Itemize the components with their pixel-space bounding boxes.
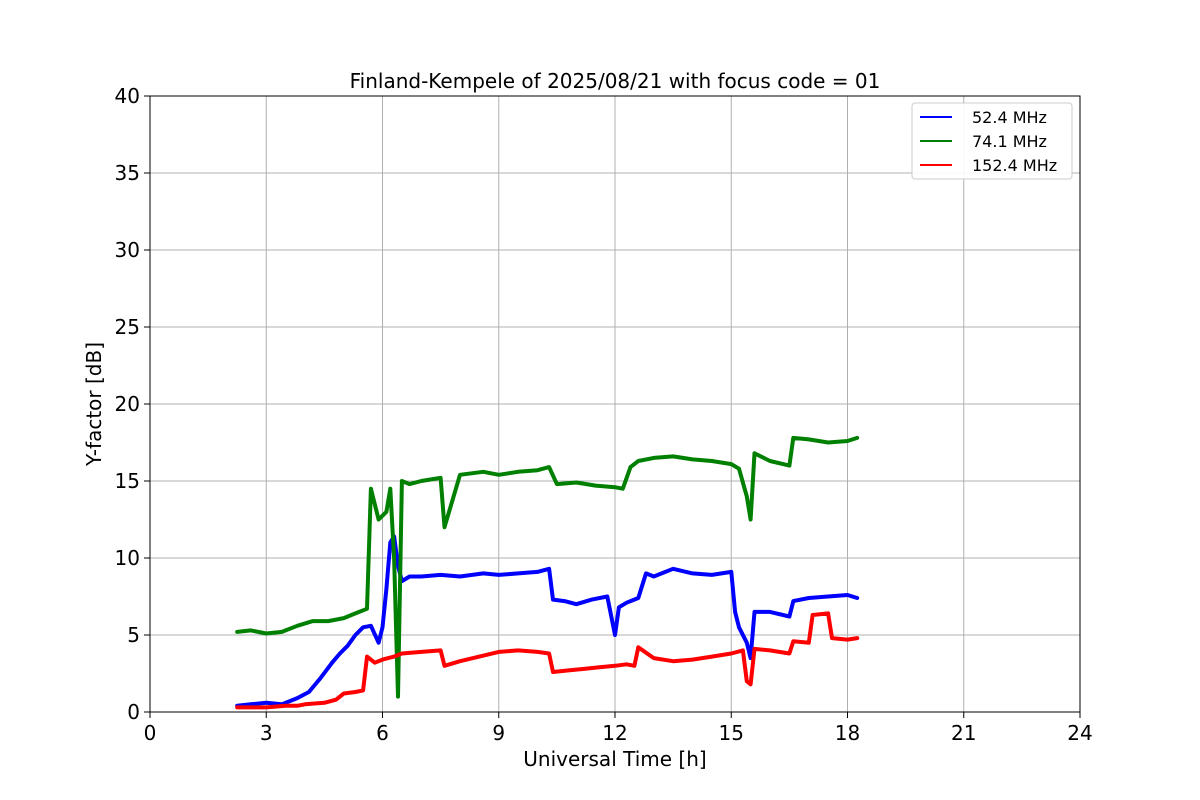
legend: 52.4 MHz 74.1 MHz 152.4 MHz — [911, 102, 1073, 180]
legend-box — [911, 102, 1073, 180]
y-tick-label: 30 — [115, 238, 140, 262]
x-tick-label: 6 — [376, 721, 389, 745]
y-tick-label: 0 — [127, 700, 140, 724]
x-tick-label: 18 — [835, 721, 860, 745]
x-axis-label: Universal Time [h] — [523, 747, 706, 771]
x-tick-label: 0 — [144, 721, 157, 745]
ticks: 0 3 6 9 12 15 18 21 24 0 5 10 15 20 25 30 35 40 — [115, 84, 1093, 745]
y-tick-label: 5 — [127, 623, 140, 647]
x-tick-label: 24 — [1067, 721, 1092, 745]
x-tick-label: 12 — [602, 721, 627, 745]
series-line-3 — [235, 611, 860, 710]
y-axis-label: Y-factor [dB] — [82, 342, 106, 467]
y-tick-label: 20 — [115, 392, 140, 416]
x-tick-label: 15 — [719, 721, 744, 745]
x-tick-label: 21 — [951, 721, 976, 745]
series-layer — [235, 435, 860, 710]
y-tick-label: 15 — [115, 469, 140, 493]
series-line-1 — [235, 534, 860, 708]
x-tick-label: 3 — [260, 721, 273, 745]
y-tick-label: 10 — [115, 546, 140, 570]
y-tick-label: 40 — [115, 84, 140, 108]
y-tick-label: 35 — [115, 161, 140, 185]
series-line-2 — [235, 435, 860, 699]
x-tick-label: 9 — [492, 721, 505, 745]
legend-label-2: 74.1 MHz — [972, 132, 1047, 151]
y-tick-label: 25 — [115, 315, 140, 339]
chart-title: Finland-Kempele of 2025/08/21 with focus… — [350, 69, 881, 93]
legend-label-1: 52.4 MHz — [972, 108, 1047, 127]
legend-label-3: 152.4 MHz — [972, 156, 1057, 175]
